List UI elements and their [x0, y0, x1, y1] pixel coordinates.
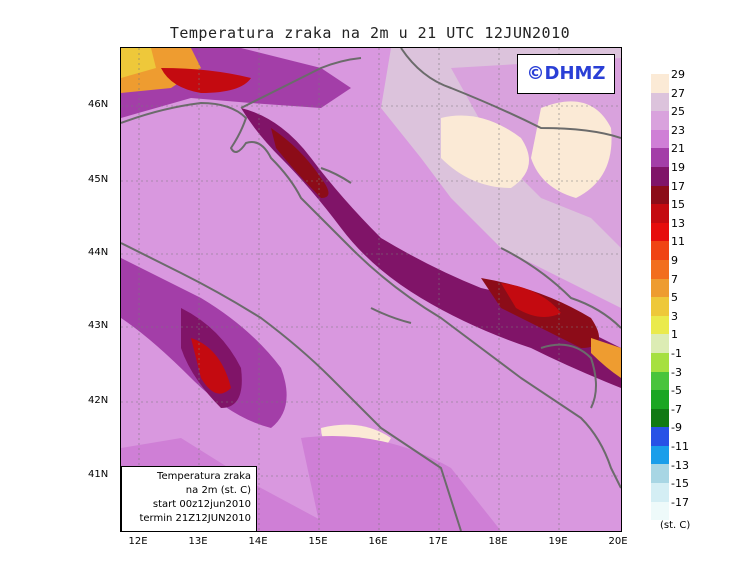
- cool-patch: [441, 115, 529, 188]
- legend-swatch: [651, 74, 669, 93]
- legend-level-label: 9: [671, 254, 678, 267]
- legend-level-label: -11: [671, 440, 689, 453]
- temperature-field-map: [121, 48, 621, 531]
- info-line-variable: Temperatura zraka: [157, 471, 251, 482]
- legend-swatch: [651, 297, 669, 316]
- legend-level-label: 17: [671, 179, 685, 193]
- legend-units: (st. C): [660, 520, 691, 531]
- lon-label-12e: 12E: [128, 536, 148, 547]
- legend-level-label: -15: [671, 477, 689, 491]
- legend-level-label: -13: [671, 458, 689, 472]
- legend-swatch: [651, 185, 669, 205]
- legend-level-label: 23: [671, 123, 685, 137]
- lon-label-20e: 20E: [608, 536, 628, 547]
- legend-level-label: -17: [671, 495, 689, 509]
- lon-label-15e: 15E: [308, 536, 328, 547]
- info-box: Temperatura zraka na 2m (st. C) start 00…: [121, 466, 257, 531]
- lat-label-46n: 46N: [88, 99, 109, 110]
- lon-label-18e: 18E: [488, 536, 508, 547]
- legend-swatch: [651, 111, 669, 130]
- lat-label-45n: 45N: [88, 174, 109, 185]
- legend-level-label: 1: [671, 328, 678, 342]
- lon-label-16e: 16E: [368, 536, 388, 547]
- lon-label-14e: 14E: [248, 536, 268, 547]
- legend-swatch: [651, 390, 669, 409]
- map-area: ©DHMZ Temperatura zraka na 2m (st. C) st…: [120, 47, 622, 532]
- lat-label-42n: 42N: [88, 395, 109, 406]
- legend-swatch: [651, 445, 669, 465]
- legend-level-label: -5: [671, 384, 682, 398]
- legend-swatch: [651, 92, 669, 112]
- legend-swatch: [651, 222, 669, 242]
- legend-swatch: [651, 483, 669, 502]
- legend-level-label: 29: [671, 68, 685, 81]
- map-title: Temperatura zraka na 2m u 21 UTC 12JUN20…: [169, 24, 571, 42]
- legend-swatch: [651, 427, 669, 446]
- color-legend: [651, 74, 669, 521]
- legend-swatch: [651, 408, 669, 428]
- coordinate-grid: [121, 48, 621, 531]
- legend-level-label: -3: [671, 365, 682, 379]
- legend-level-label: 13: [671, 216, 685, 230]
- legend-swatch: [651, 278, 669, 298]
- coastlines: [121, 48, 621, 531]
- info-line-start: start 00z12jun2010: [152, 499, 251, 510]
- legend-swatch: [651, 352, 669, 372]
- legend-level-label: -1: [671, 347, 682, 360]
- lon-label-13e: 13E: [188, 536, 208, 547]
- legend-level-label: 5: [671, 291, 678, 305]
- legend-level-label: 25: [671, 105, 685, 119]
- lat-label-43n: 43N: [88, 320, 109, 331]
- legend-swatch: [651, 334, 669, 353]
- legend-swatch: [651, 129, 669, 149]
- legend-level-label: -9: [671, 421, 682, 435]
- legend-level-label: 15: [671, 198, 685, 212]
- legend-level-label: -7: [671, 402, 682, 416]
- legend-swatch: [651, 259, 669, 279]
- legend-swatch: [651, 204, 669, 223]
- legend-swatch: [651, 315, 669, 335]
- info-line-valid: termin 21Z12JUN2010: [139, 513, 251, 524]
- legend-swatch: [651, 148, 669, 167]
- legend-level-label: 7: [671, 272, 678, 286]
- lat-label-44n: 44N: [88, 247, 109, 258]
- dhmz-watermark: ©DHMZ: [517, 54, 615, 94]
- lon-label-19e: 19E: [548, 536, 568, 547]
- lat-label-41n: 41N: [88, 469, 109, 480]
- legend-swatch: [651, 501, 669, 521]
- legend-swatch: [651, 371, 669, 391]
- legend-level-label: 11: [671, 235, 685, 249]
- lon-label-17e: 17E: [428, 536, 448, 547]
- legend-level-label: 27: [671, 86, 685, 100]
- legend-swatch: [651, 166, 669, 186]
- legend-level-label: 3: [671, 309, 678, 323]
- legend-swatch: [651, 241, 669, 260]
- legend-swatch: [651, 464, 669, 484]
- legend-level-label: 19: [671, 161, 685, 174]
- legend-level-label: 21: [671, 142, 685, 156]
- info-line-units: na 2m (st. C): [185, 485, 251, 496]
